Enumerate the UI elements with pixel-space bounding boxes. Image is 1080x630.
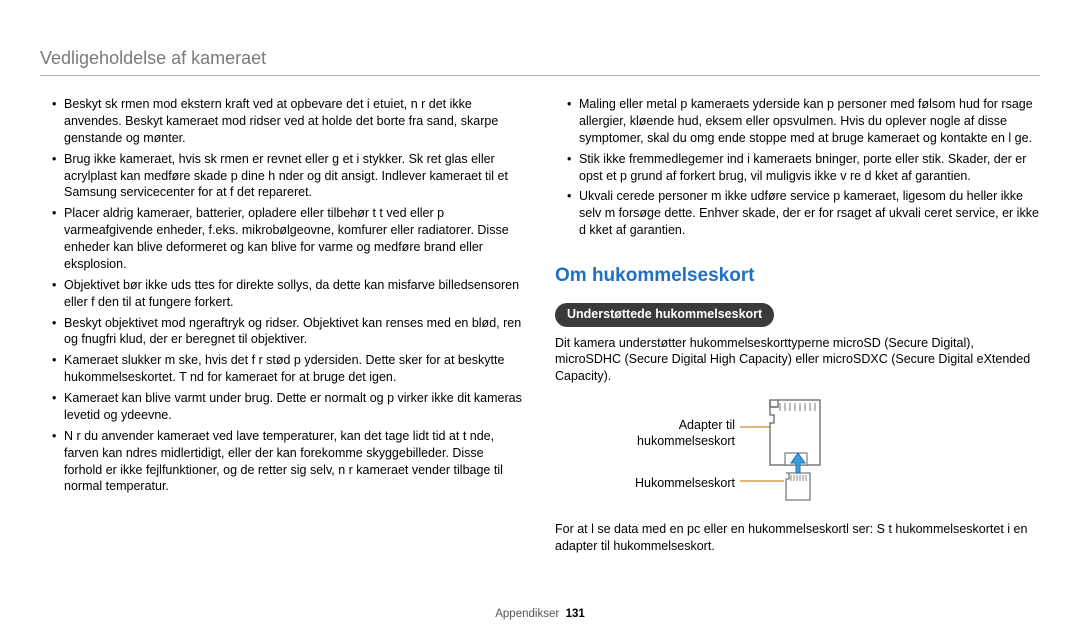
list-item: Brug ikke kameraet, hvis sk rmen er revn… xyxy=(52,151,525,202)
page-number: 131 xyxy=(566,608,585,620)
subsection-pill: Understøttede hukommelseskort xyxy=(555,303,774,327)
list-item: N r du anvender kameraet ved lave temper… xyxy=(52,428,525,496)
list-item: Beskyt objektivet mod ngeraftryk og rids… xyxy=(52,315,525,349)
right-top-list: Maling eller metal p kameraets yderside … xyxy=(555,96,1040,239)
support-text: Dit kamera understøtter hukommelseskortt… xyxy=(555,335,1040,386)
list-item: Objektivet bør ikke uds ttes for direkte… xyxy=(52,277,525,311)
page-title: Vedligeholdelse af kameraet xyxy=(40,48,1040,76)
page: Vedligeholdelse af kameraet Beskyt sk rm… xyxy=(0,0,1080,630)
list-item: Kameraet slukker m ske, hvis det f r stø… xyxy=(52,352,525,386)
section-title: Om hukommelseskort xyxy=(555,263,1040,289)
content-columns: Beskyt sk rmen mod ekstern kraft ved at … xyxy=(40,96,1040,555)
memory-card-figure: Adapter til hukommelseskort Hukommelsesk… xyxy=(555,395,1040,515)
right-column: Maling eller metal p kameraets yderside … xyxy=(555,96,1040,555)
list-item: Maling eller metal p kameraets yderside … xyxy=(567,96,1040,147)
adapter-label: Adapter til hukommelseskort xyxy=(625,417,735,450)
card-label: Hukommelseskort xyxy=(625,475,735,492)
list-item: Stik ikke fremmedlegemer ind i kameraets… xyxy=(567,151,1040,185)
list-item: Placer aldrig kameraer, batterier, oplad… xyxy=(52,205,525,273)
left-list: Beskyt sk rmen mod ekstern kraft ved at … xyxy=(40,96,525,495)
left-column: Beskyt sk rmen mod ekstern kraft ved at … xyxy=(40,96,525,555)
list-item: Ukvali cerede personer m ikke udføre ser… xyxy=(567,188,1040,239)
footer: Appendikser 131 xyxy=(0,608,1080,620)
list-item: Kameraet kan blive varmt under brug. Det… xyxy=(52,390,525,424)
footer-section: Appendikser xyxy=(495,608,559,620)
bottom-text: For at l se data med en pc eller en huko… xyxy=(555,521,1040,555)
list-item: Beskyt sk rmen mod ekstern kraft ved at … xyxy=(52,96,525,147)
memory-card-icon xyxy=(740,395,860,520)
